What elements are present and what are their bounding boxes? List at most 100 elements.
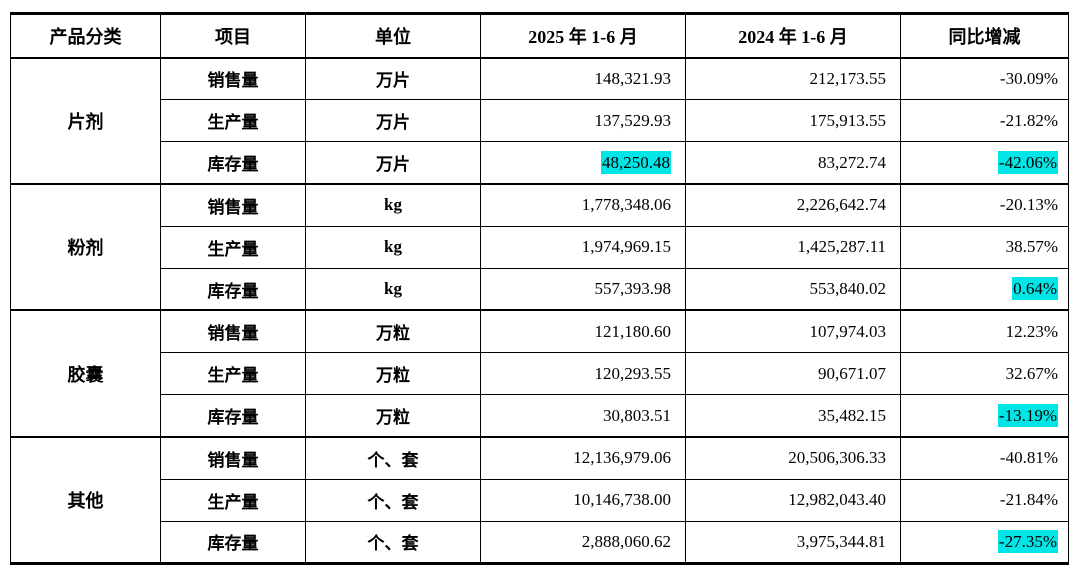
yoy-value: -30.09% [999, 68, 1058, 88]
yoy-cell: -42.06% [900, 141, 1069, 185]
item-cell: 生产量 [160, 352, 306, 396]
item-cell: 生产量 [160, 225, 306, 269]
value-2024-cell: 212,173.55 [685, 56, 901, 101]
value-2024-cell: 35,482.15 [685, 394, 901, 438]
header-cell-item: 项目 [160, 13, 306, 59]
yoy-cell: -21.84% [900, 478, 1069, 522]
yoy-value: -40.81% [999, 448, 1058, 468]
value-2025: 30,803.51 [603, 405, 671, 425]
item-cell: 销售量 [160, 435, 306, 480]
value-2025: 48,250.48 [601, 150, 671, 174]
value-2024-cell: 20,506,306.33 [685, 435, 901, 480]
value-2025: 121,180.60 [594, 321, 672, 341]
value-2024: 12,982,043.40 [788, 490, 886, 510]
yoy-cell: 0.64% [900, 267, 1069, 311]
yoy-value: 38.57% [1005, 237, 1058, 257]
value-2025-cell: 30,803.51 [480, 394, 686, 438]
table-row: 库存量 万粒 30,803.51 35,482.15 -13.19% [11, 394, 1069, 438]
value-2025-cell: 121,180.60 [480, 309, 686, 354]
value-2025-cell: 1,974,969.15 [480, 225, 686, 269]
yoy-value: 32.67% [1005, 363, 1058, 383]
yoy-cell: 38.57% [900, 225, 1069, 269]
value-2024: 212,173.55 [809, 68, 887, 88]
yoy-cell: 12.23% [900, 309, 1069, 354]
value-2024: 90,671.07 [818, 363, 886, 383]
item-cell: 销售量 [160, 182, 306, 227]
value-2024-cell: 553,840.02 [685, 267, 901, 311]
yoy-cell: -30.09% [900, 56, 1069, 101]
value-2025-cell: 2,888,060.62 [480, 520, 686, 565]
value-2024: 3,975,344.81 [796, 531, 886, 551]
item-cell: 销售量 [160, 309, 306, 354]
unit-cell: 万粒 [305, 309, 481, 354]
table-row: 生产量 万片 137,529.93 175,913.55 -21.82% [11, 99, 1069, 143]
unit-cell: kg [305, 225, 481, 269]
item-cell: 生产量 [160, 99, 306, 143]
value-2024: 2,226,642.74 [796, 195, 886, 215]
value-2024-cell: 2,226,642.74 [685, 182, 901, 227]
yoy-cell: -27.35% [900, 520, 1069, 565]
value-2025: 2,888,060.62 [581, 531, 671, 551]
category-cell: 粉剂 [10, 182, 161, 311]
value-2025: 557,393.98 [594, 279, 672, 299]
value-2024-cell: 175,913.55 [685, 99, 901, 143]
table-row: 库存量 个、套 2,888,060.62 3,975,344.81 -27.35… [11, 520, 1069, 565]
value-2024: 1,425,287.11 [797, 237, 886, 257]
yoy-cell: -13.19% [900, 394, 1069, 438]
item-cell: 销售量 [160, 56, 306, 101]
value-2025-cell: 1,778,348.06 [480, 182, 686, 227]
value-2025: 1,974,969.15 [581, 237, 671, 257]
header-cell-2024: 2024 年 1-6 月 [685, 13, 901, 59]
unit-cell: kg [305, 182, 481, 227]
value-2024: 35,482.15 [818, 405, 886, 425]
value-2025: 10,146,738.00 [573, 490, 671, 510]
item-cell: 库存量 [160, 267, 306, 311]
yoy-cell: 32.67% [900, 352, 1069, 396]
yoy-cell: -21.82% [900, 99, 1069, 143]
value-2024: 83,272.74 [818, 152, 886, 172]
table-row: 粉剂 销售量 kg 1,778,348.06 2,226,642.74 -20.… [10, 182, 1069, 311]
value-2024-cell: 12,982,043.40 [685, 478, 901, 522]
value-2025-cell: 148,321.93 [480, 56, 686, 101]
value-2025-cell: 557,393.98 [480, 267, 686, 311]
category-cell: 胶囊 [10, 309, 161, 438]
header-row: 产品分类 项目 单位 2025 年 1-6 月 2024 年 1-6 月 同比增… [10, 13, 1069, 59]
table-row: 库存量 kg 557,393.98 553,840.02 0.64% [11, 267, 1069, 311]
category-cell: 片剂 [10, 56, 161, 185]
value-2025-cell: 137,529.93 [480, 99, 686, 143]
table-row: 胶囊 销售量 万粒 121,180.60 107,974.03 12.23% [10, 309, 1069, 438]
value-2025-cell: 48,250.48 [480, 141, 686, 185]
item-cell: 库存量 [160, 520, 306, 565]
value-2024: 107,974.03 [809, 321, 887, 341]
yoy-value: -21.82% [999, 110, 1058, 130]
value-2024-cell: 90,671.07 [685, 352, 901, 396]
value-2024-cell: 83,272.74 [685, 141, 901, 185]
value-2025: 120,293.55 [594, 363, 672, 383]
unit-cell: 个、套 [305, 520, 481, 565]
unit-cell: 万片 [305, 99, 481, 143]
yoy-value: 0.64% [1012, 277, 1058, 301]
yoy-value: -42.06% [997, 150, 1058, 174]
value-2024-cell: 3,975,344.81 [685, 520, 901, 565]
value-2024: 175,913.55 [809, 110, 887, 130]
table-row: 生产量 kg 1,974,969.15 1,425,287.11 38.57% [11, 225, 1069, 269]
table-row: 其他 销售量 个、套 12,136,979.06 20,506,306.33 -… [10, 435, 1069, 564]
header-cell-yoy: 同比增减 [900, 13, 1069, 59]
value-2025-cell: 12,136,979.06 [480, 435, 686, 480]
yoy-value: -21.84% [999, 490, 1058, 510]
unit-cell: 万片 [305, 56, 481, 101]
value-2025: 1,778,348.06 [581, 195, 671, 215]
table-row: 生产量 万粒 120,293.55 90,671.07 32.67% [11, 352, 1069, 396]
item-cell: 库存量 [160, 394, 306, 438]
yoy-value: -27.35% [997, 529, 1058, 553]
yoy-value: -13.19% [997, 403, 1058, 427]
header-cell-category: 产品分类 [10, 13, 161, 59]
table-row: 片剂 销售量 万片 148,321.93 212,173.55 -30.09% [10, 56, 1069, 185]
yoy-value: -20.13% [999, 195, 1058, 215]
header-cell-unit: 单位 [305, 13, 481, 59]
unit-cell: kg [305, 267, 481, 311]
value-2024-cell: 1,425,287.11 [685, 225, 901, 269]
unit-cell: 个、套 [305, 478, 481, 522]
item-cell: 库存量 [160, 141, 306, 185]
